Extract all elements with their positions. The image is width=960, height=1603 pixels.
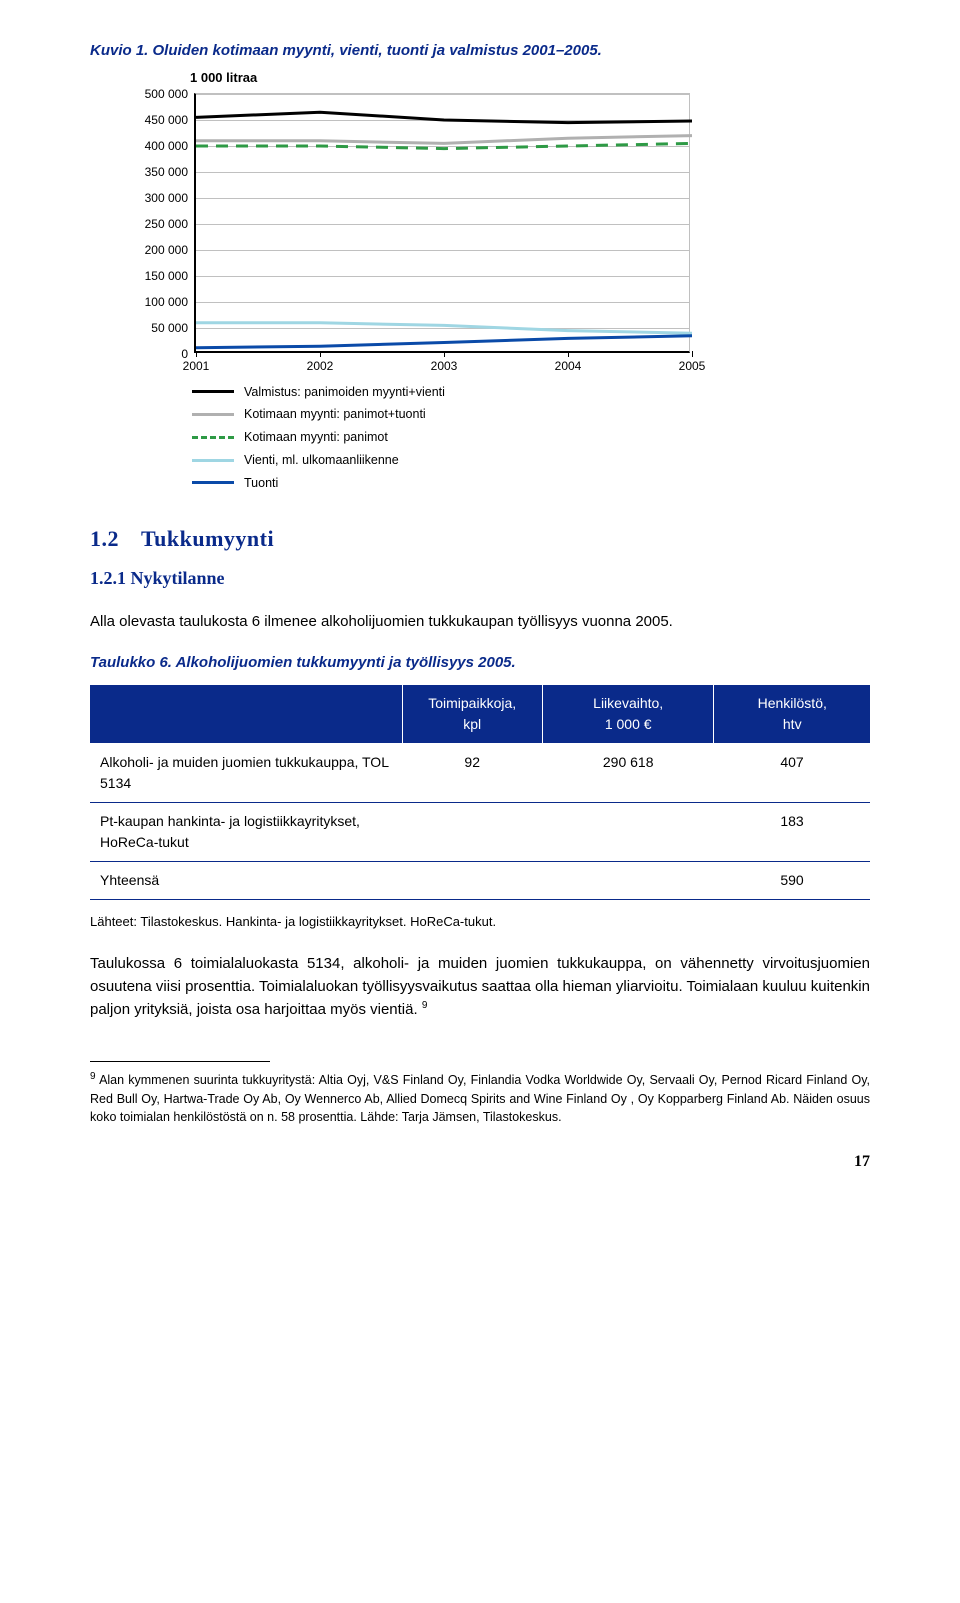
y-tick-label: 200 000 (145, 241, 196, 259)
table-sources: Lähteet: Tilastokeskus. Hankinta- ja log… (90, 912, 870, 932)
y-tick-label: 500 000 (145, 85, 196, 103)
section-heading: 1.2 Tukkumyynti (90, 522, 870, 555)
body-text: Taulukossa 6 toimialaluokasta 5134, alko… (90, 955, 870, 1019)
table-cell: 290 618 (542, 744, 714, 803)
legend-label: Kotimaan myynti: panimot (244, 428, 388, 447)
table-cell: 590 (714, 862, 870, 900)
legend-item: Kotimaan myynti: panimot (192, 428, 870, 447)
line-chart: 1 000 litraa050 000100 000150 000200 000… (130, 75, 690, 355)
y-tick-label: 150 000 (145, 267, 196, 285)
y-axis-title: 1 000 litraa (190, 68, 257, 94)
x-tick-label: 2003 (431, 351, 458, 375)
section-label: Tukkumyynti (141, 526, 274, 551)
body-paragraph: Taulukossa 6 toimialaluokasta 5134, alko… (90, 952, 870, 1022)
page-number: 17 (90, 1150, 870, 1174)
legend-swatch (192, 481, 234, 484)
table-cell: 92 (402, 744, 542, 803)
table-cell (402, 803, 542, 862)
y-tick-label: 250 000 (145, 215, 196, 233)
table-cell: Pt-kaupan hankinta- ja logistiikkayrityk… (90, 803, 402, 862)
series-line (196, 112, 692, 122)
x-tick-label: 2005 (679, 351, 706, 375)
legend-item: Vienti, ml. ulkomaanliikenne (192, 451, 870, 470)
table-header-cell: Henkilöstö,htv (714, 685, 870, 744)
table-header-cell: Toimipaikkoja,kpl (402, 685, 542, 744)
legend-item: Tuonti (192, 474, 870, 493)
x-tick-label: 2004 (555, 351, 582, 375)
x-tick-label: 2001 (183, 351, 210, 375)
table-header-cell (90, 685, 402, 744)
series-line (196, 322, 692, 332)
legend-swatch (192, 436, 234, 439)
intro-paragraph: Alla olevasta taulukosta 6 ilmenee alkoh… (90, 610, 870, 633)
table-cell: Alkoholi- ja muiden juomien tukkukauppa,… (90, 744, 402, 803)
series-line (196, 335, 692, 347)
table-cell: 407 (714, 744, 870, 803)
legend-label: Kotimaan myynti: panimot+tuonti (244, 405, 426, 424)
plot-area: 1 000 litraa050 000100 000150 000200 000… (194, 93, 690, 353)
data-table: Toimipaikkoja,kplLiikevaihto,1 000 €Henk… (90, 684, 870, 900)
legend-label: Valmistus: panimoiden myynti+vienti (244, 383, 445, 402)
table-row: Pt-kaupan hankinta- ja logistiikkayrityk… (90, 803, 870, 862)
figure-title: Kuvio 1. Oluiden kotimaan myynti, vienti… (90, 40, 870, 63)
footnote-number: 9 (90, 1071, 96, 1082)
legend-label: Vienti, ml. ulkomaanliikenne (244, 451, 399, 470)
table-cell (542, 803, 714, 862)
y-tick-label: 100 000 (145, 293, 196, 311)
chart-legend: Valmistus: panimoiden myynti+vienti Kotim… (130, 355, 870, 493)
y-tick-label: 50 000 (151, 319, 196, 337)
series-line (196, 135, 692, 143)
table-cell: Yhteensä (90, 862, 402, 900)
y-tick-label: 300 000 (145, 189, 196, 207)
footnote: 9 Alan kymmenen suurinta tukkuyritystä: … (90, 1070, 870, 1126)
section-number: 1.2 (90, 526, 119, 551)
y-tick-label: 400 000 (145, 137, 196, 155)
table-header-cell: Liikevaihto,1 000 € (542, 685, 714, 744)
legend-swatch (192, 413, 234, 416)
table-cell (542, 862, 714, 900)
legend-item: Valmistus: panimoiden myynti+vienti (192, 383, 870, 402)
table-row: Yhteensä 590 (90, 862, 870, 900)
x-tick-label: 2002 (307, 351, 334, 375)
footnote-text: Alan kymmenen suurinta tukkuyritystä: Al… (90, 1073, 870, 1123)
table-cell: 183 (714, 803, 870, 862)
legend-item: Kotimaan myynti: panimot+tuonti (192, 405, 870, 424)
table-title: Taulukko 6. Alkoholijuomien tukkumyynti … (90, 652, 870, 675)
footnote-rule (90, 1061, 270, 1062)
chart-lines (196, 94, 692, 354)
legend-label: Tuonti (244, 474, 278, 493)
legend-swatch (192, 390, 234, 393)
y-tick-label: 450 000 (145, 111, 196, 129)
footnote-ref: 9 (422, 1000, 428, 1011)
chart-container: 1 000 litraa050 000100 000150 000200 000… (90, 75, 870, 493)
table-row: Alkoholi- ja muiden juomien tukkukauppa,… (90, 744, 870, 803)
subsection-heading: 1.2.1 Nykytilanne (90, 565, 870, 592)
legend-swatch (192, 459, 234, 462)
table-cell (402, 862, 542, 900)
y-tick-label: 350 000 (145, 163, 196, 181)
